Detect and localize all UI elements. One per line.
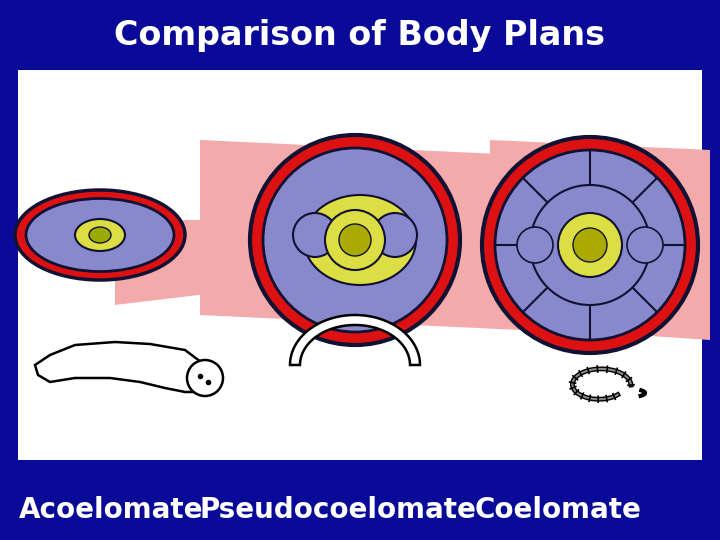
Circle shape bbox=[558, 213, 622, 277]
Text: Pseudocoelomate: Pseudocoelomate bbox=[200, 496, 477, 524]
Bar bbox=[18, 70, 702, 460]
Polygon shape bbox=[490, 140, 710, 340]
Circle shape bbox=[187, 360, 223, 396]
Polygon shape bbox=[200, 140, 520, 330]
Polygon shape bbox=[120, 230, 245, 290]
Circle shape bbox=[482, 137, 698, 353]
Ellipse shape bbox=[15, 190, 185, 280]
Circle shape bbox=[325, 210, 385, 270]
Polygon shape bbox=[35, 342, 210, 392]
Polygon shape bbox=[115, 220, 240, 305]
Circle shape bbox=[373, 213, 417, 257]
Circle shape bbox=[627, 227, 663, 263]
Ellipse shape bbox=[75, 219, 125, 251]
Text: Comparison of Body Plans: Comparison of Body Plans bbox=[114, 18, 606, 51]
Circle shape bbox=[263, 148, 447, 332]
Circle shape bbox=[339, 224, 371, 256]
Text: Acoelomate: Acoelomate bbox=[19, 496, 204, 524]
Text: Coelomate: Coelomate bbox=[474, 496, 642, 524]
Circle shape bbox=[530, 185, 650, 305]
Ellipse shape bbox=[26, 199, 174, 272]
Ellipse shape bbox=[89, 227, 111, 243]
Circle shape bbox=[517, 227, 553, 263]
Circle shape bbox=[495, 150, 685, 340]
Circle shape bbox=[293, 213, 337, 257]
Circle shape bbox=[573, 228, 607, 262]
Ellipse shape bbox=[304, 195, 416, 285]
Polygon shape bbox=[290, 315, 420, 365]
Circle shape bbox=[250, 135, 460, 345]
